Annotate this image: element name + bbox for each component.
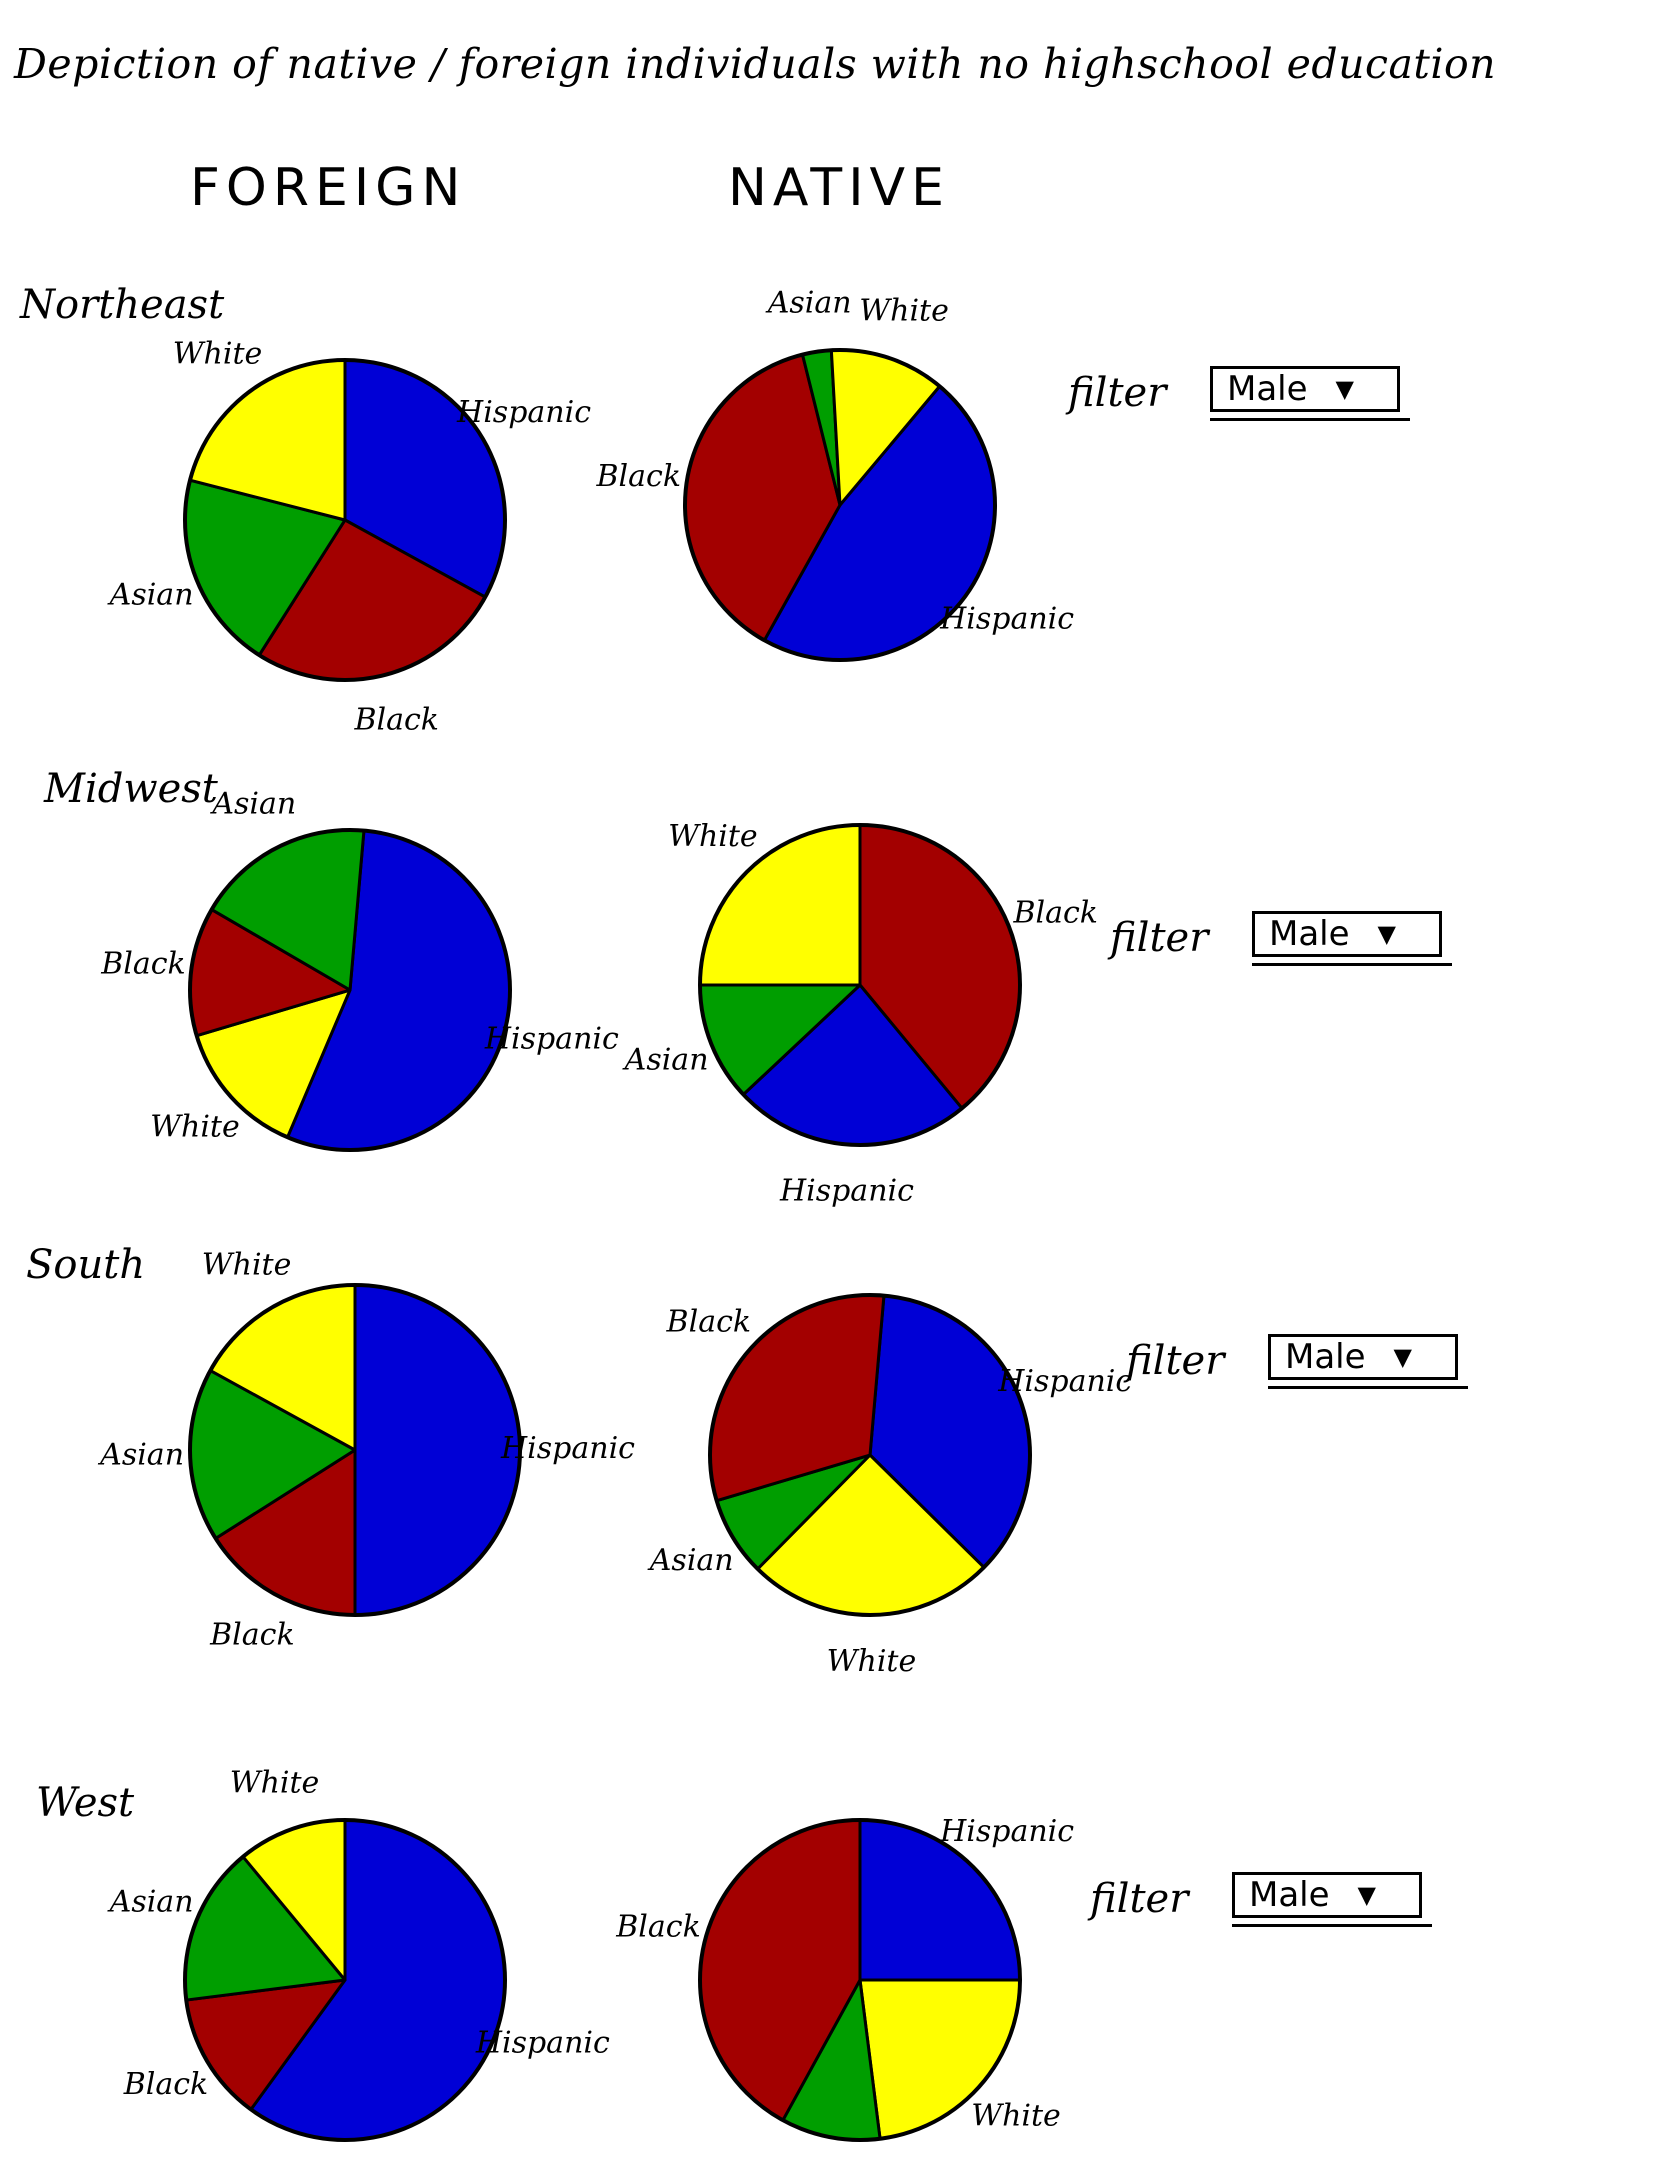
- pie-label-white: White: [150, 1110, 240, 1145]
- pie-label-asian: Asian: [209, 786, 296, 821]
- pie-label-asian: Asian: [107, 578, 194, 613]
- page-title: Depiction of native / foreign individual…: [14, 40, 1497, 88]
- dropdown-arrow-icon: ▼: [1335, 375, 1355, 403]
- pie-outline: [188, 828, 512, 1152]
- pie-label-hispanic: Hispanic: [779, 1174, 914, 1209]
- filter-dropdown-northeast[interactable]: Male ▼: [1210, 366, 1400, 412]
- pie-outline: [683, 348, 997, 662]
- pie-label-asian: Asian: [647, 1543, 734, 1578]
- pie-label-black: Black: [209, 1618, 295, 1653]
- pie-label-asian: Asian: [765, 285, 852, 320]
- pie-label-asian: Asian: [622, 1043, 709, 1078]
- pie-label-white: White: [827, 1644, 917, 1679]
- pie-outline: [183, 358, 507, 682]
- filter-value: Male: [1285, 1337, 1366, 1377]
- dropdown-arrow-icon: ▼: [1357, 1881, 1377, 1909]
- column-header-native: NATIVE: [728, 158, 950, 218]
- pie-label-black: Black: [100, 946, 186, 981]
- filter-value: Male: [1269, 914, 1350, 954]
- dropdown-arrow-icon: ▼: [1393, 1343, 1413, 1371]
- pie-label-black: Black: [123, 2067, 209, 2102]
- pie-chart-south-foreign: Hispanic Black Asian White: [97, 1248, 635, 1653]
- filter-label-west: filter: [1090, 1876, 1189, 1922]
- pie-outline: [708, 1293, 1032, 1617]
- filter-label-northeast: filter: [1068, 370, 1167, 416]
- filter-dropdown-midwest[interactable]: Male ▼: [1252, 911, 1442, 957]
- pie-label-white: White: [971, 2099, 1061, 2134]
- pie-chart-northeast-native: Hispanic Black Asian White: [596, 285, 1074, 662]
- filter-label-south: filter: [1126, 1338, 1225, 1384]
- pie-label-black: Black: [666, 1305, 752, 1340]
- pie-label-hispanic: Hispanic: [939, 1814, 1074, 1849]
- pie-label-hispanic: Hispanic: [500, 1431, 635, 1466]
- pie-outline: [698, 1818, 1022, 2142]
- dropdown-arrow-icon: ▼: [1377, 920, 1397, 948]
- filter-underline: [1210, 418, 1410, 421]
- filter-underline: [1232, 1924, 1432, 1927]
- pie-label-black: Black: [1012, 896, 1098, 931]
- pie-label-asian: Asian: [107, 1884, 194, 1919]
- region-label-northeast: Northeast: [20, 282, 225, 328]
- pie-label-white: White: [202, 1248, 292, 1283]
- region-label-west: West: [36, 1780, 135, 1826]
- pie-label-black: Black: [615, 1909, 701, 1944]
- pie-label-hispanic: Hispanic: [939, 601, 1074, 636]
- filter-dropdown-south[interactable]: Male ▼: [1268, 1334, 1458, 1380]
- pie-slice-hispanic: [353, 1283, 522, 1617]
- filter-underline: [1268, 1386, 1468, 1389]
- filter-value: Male: [1249, 1875, 1330, 1915]
- pie-label-black: Black: [596, 459, 682, 494]
- pie-label-black: Black: [353, 702, 439, 737]
- filter-dropdown-west[interactable]: Male ▼: [1232, 1872, 1422, 1918]
- pie-label-hispanic: Hispanic: [456, 395, 591, 430]
- pie-chart-northeast-foreign: Hispanic Black Asian White: [107, 337, 592, 738]
- region-label-south: South: [26, 1242, 146, 1288]
- pie-label-white: White: [173, 337, 263, 372]
- pie-label-asian: Asian: [97, 1438, 184, 1473]
- pie-label-white: White: [230, 1765, 320, 1800]
- region-label-midwest: Midwest: [44, 766, 218, 812]
- pie-chart-midwest-native: Black Hispanic Asian White: [622, 819, 1098, 1209]
- filter-label-midwest: filter: [1110, 915, 1209, 961]
- filter-underline: [1252, 963, 1452, 966]
- pie-outline: [183, 1818, 507, 2142]
- pie-outline: [698, 823, 1022, 1147]
- filter-value: Male: [1227, 369, 1308, 409]
- pie-label-white: White: [859, 293, 949, 328]
- column-header-foreign: FOREIGN: [190, 158, 467, 218]
- pie-label-white: White: [668, 819, 758, 854]
- pie-outline: [188, 1283, 522, 1617]
